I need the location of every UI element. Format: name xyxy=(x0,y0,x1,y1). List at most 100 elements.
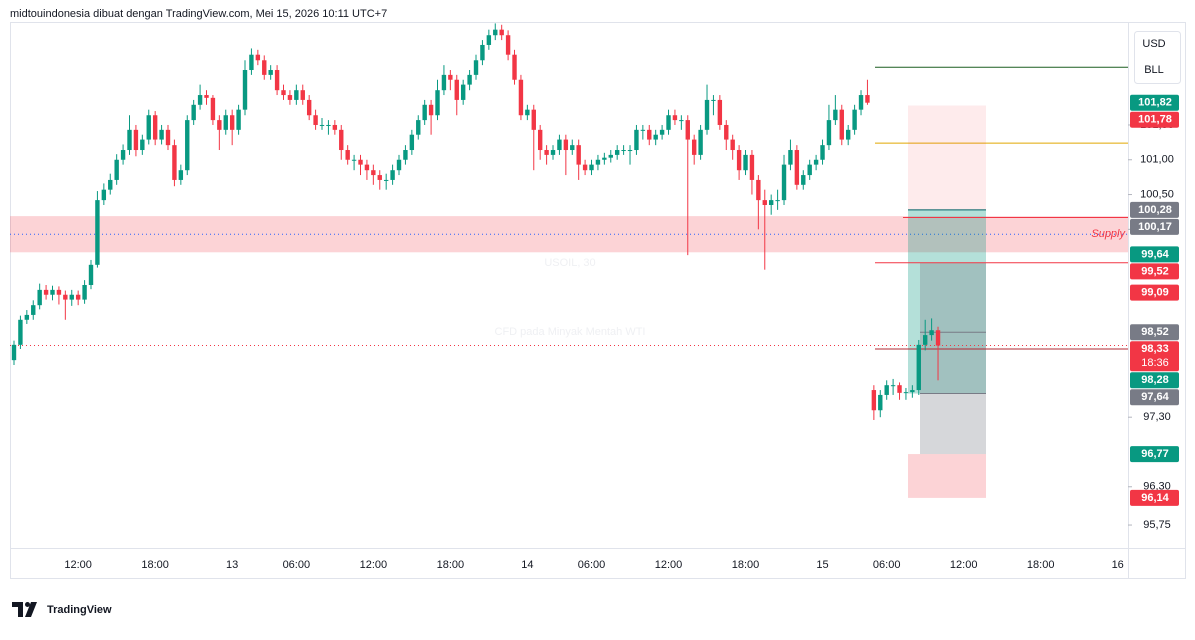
candle-body xyxy=(326,124,331,126)
price-badge xyxy=(1130,246,1179,263)
candle-body xyxy=(422,104,427,121)
candle-body xyxy=(473,60,479,75)
candle-body xyxy=(922,335,928,345)
candle-body xyxy=(339,129,344,151)
candle-body xyxy=(140,139,145,151)
candle-body xyxy=(717,99,723,125)
candle-body xyxy=(396,159,402,171)
candle-body xyxy=(634,129,639,151)
candle-body xyxy=(595,159,601,165)
candle-body xyxy=(358,159,363,165)
unit-switch[interactable]: USD BLL xyxy=(1134,31,1181,84)
candle-body xyxy=(743,154,748,171)
candle-body xyxy=(172,145,177,180)
candle-body xyxy=(852,109,857,130)
candle-body xyxy=(319,124,325,126)
candle-body xyxy=(31,305,36,315)
candle-body xyxy=(756,179,761,201)
candle-body xyxy=(178,170,184,180)
candle-body xyxy=(813,159,819,165)
price-badge-label: 96,77 xyxy=(1141,448,1169,460)
x-tick-label: 15 xyxy=(816,559,828,571)
candle-body xyxy=(467,74,472,85)
candle-body xyxy=(871,390,877,411)
candle-body xyxy=(929,330,934,336)
price-badge xyxy=(1130,389,1179,406)
currency-button[interactable]: USD xyxy=(1142,38,1165,50)
candle-body xyxy=(294,90,299,100)
candle-body xyxy=(300,90,305,100)
candle-body xyxy=(614,150,620,155)
candle-body xyxy=(621,150,626,152)
countdown-label: 18:36 xyxy=(1141,357,1169,369)
candle-body xyxy=(512,54,517,80)
price-badge xyxy=(1130,446,1179,463)
candle-body xyxy=(788,150,793,165)
x-tick-label: 06:00 xyxy=(578,559,606,571)
axes: 101,50101,00100,50100,0097,3096,3095,751… xyxy=(64,94,1179,571)
unit-button[interactable]: BLL xyxy=(1144,64,1164,76)
candle-body xyxy=(390,170,395,180)
candle-body xyxy=(249,54,254,71)
candle-body xyxy=(582,164,588,171)
footer-logo: TradingView xyxy=(12,602,112,617)
candle-body xyxy=(736,150,742,171)
price-badge xyxy=(1130,372,1179,389)
candle-body xyxy=(409,134,415,151)
candle-body xyxy=(75,294,81,300)
candle-body xyxy=(223,115,228,130)
candle-body xyxy=(371,170,376,176)
candle-body xyxy=(441,74,447,91)
header: midtouindonesia dibuat dengan TradingVie… xyxy=(10,8,387,20)
candle-body xyxy=(236,109,241,130)
price-badge xyxy=(1130,489,1179,506)
candle-body xyxy=(377,175,382,180)
candle-body xyxy=(120,150,126,160)
candle-body xyxy=(890,385,896,387)
candle-body xyxy=(101,189,107,201)
candle-body xyxy=(345,150,350,160)
candle-body xyxy=(839,109,844,140)
price-badge xyxy=(1130,341,1179,372)
candle-body xyxy=(602,157,607,160)
candle-body xyxy=(858,95,864,110)
y-tick-label: 100,50 xyxy=(1140,188,1174,200)
candle-body xyxy=(672,115,678,121)
candle-body xyxy=(531,109,536,130)
candle-body xyxy=(570,145,575,151)
unit-box[interactable] xyxy=(1134,31,1181,84)
candle-body xyxy=(679,120,684,122)
x-tick-label: 18:00 xyxy=(437,559,465,571)
candle-body xyxy=(133,129,139,151)
price-badge-label: 98,52 xyxy=(1141,326,1169,338)
price-badge-label: 100,28 xyxy=(1138,204,1172,216)
price-badge-label: 99,52 xyxy=(1141,265,1169,277)
price-badge xyxy=(1130,263,1179,280)
logo-dot xyxy=(25,602,30,607)
candle-body xyxy=(884,385,889,395)
candle-body xyxy=(659,129,665,135)
candle-body xyxy=(95,200,100,265)
candle-body xyxy=(486,35,492,45)
price-badge-label: 96,14 xyxy=(1141,492,1169,504)
candle-body xyxy=(910,390,915,393)
candle-body xyxy=(217,120,222,130)
candle-body xyxy=(518,79,524,116)
x-tick-label: 06:00 xyxy=(873,559,901,571)
price-badge-label: 101,82 xyxy=(1138,97,1172,109)
candle-body xyxy=(525,109,530,116)
candle-body xyxy=(287,95,293,100)
candle-body xyxy=(499,29,504,36)
candle-body xyxy=(242,70,248,110)
candle-body xyxy=(88,264,94,285)
candle-body xyxy=(563,139,569,151)
candle-body xyxy=(165,129,171,146)
candle-body xyxy=(768,200,774,205)
price-badge xyxy=(1130,111,1179,128)
price-badge xyxy=(1130,284,1179,301)
candle-body xyxy=(704,99,710,130)
candle-body xyxy=(448,74,453,80)
